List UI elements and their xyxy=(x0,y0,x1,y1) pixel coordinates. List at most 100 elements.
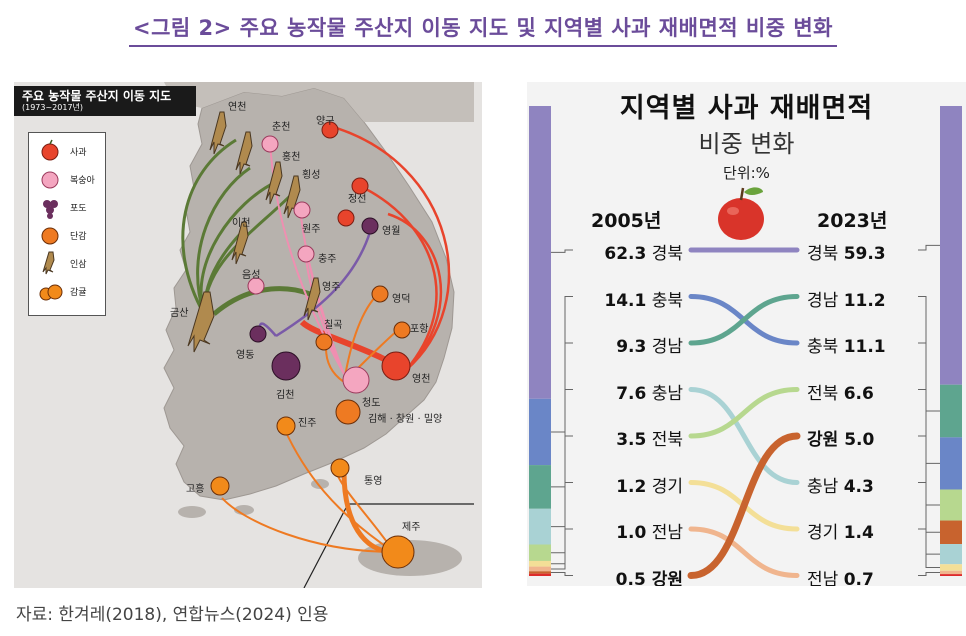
left-bar-segment-other xyxy=(529,573,551,576)
ginseng-icon xyxy=(209,111,227,155)
grape-markers xyxy=(249,217,379,381)
map-period: (1973~2017년) xyxy=(22,103,84,112)
chart-title: 지역별 사과 재배면적 xyxy=(619,93,874,124)
flow-line-경남 xyxy=(688,294,800,346)
left-row-충북: 14.1 충북 xyxy=(567,286,683,311)
place-label: 연천 xyxy=(228,102,247,113)
ginseng-arrow xyxy=(199,180,277,315)
island xyxy=(178,506,206,518)
ginseng-icon xyxy=(303,277,321,321)
left-region: 경북 xyxy=(646,244,683,264)
legend-label: 사과 xyxy=(70,148,87,158)
right-value: 4.3 xyxy=(843,476,874,497)
legend-item-grape: 포도 xyxy=(37,195,103,221)
place-label: 원주 xyxy=(302,224,321,235)
persimmon-icon xyxy=(371,285,389,303)
legend-item-ginseng: 인삼 xyxy=(37,251,103,277)
tangerine-icon xyxy=(381,535,415,569)
right-row-충남: 충남 4.3 xyxy=(807,472,874,497)
legend-label: 복숭아 xyxy=(70,176,95,186)
peach-icon xyxy=(297,245,315,263)
left-bar-segment-전북 xyxy=(529,544,551,561)
left-leader-line xyxy=(551,296,573,433)
place-label: 영천 xyxy=(412,374,431,385)
year-left-label: 2005년 xyxy=(591,210,662,232)
right-bar-segment-other xyxy=(940,574,962,576)
tangerine-markers xyxy=(210,416,415,569)
flow-line-강원 xyxy=(687,432,801,579)
apple-icon xyxy=(41,139,59,161)
place-label: 제주 xyxy=(402,522,421,533)
apple-icon xyxy=(351,177,369,195)
legend-item-peach: 복숭아 xyxy=(37,167,103,193)
right-bar-segment-충북 xyxy=(940,437,962,490)
right-row-경기: 경기 1.4 xyxy=(807,518,874,543)
right-bar-segment-경북 xyxy=(940,106,962,385)
right-row-충북: 충북 11.1 xyxy=(807,332,886,357)
legend-item-persimmon: 단감 xyxy=(37,223,103,249)
left-region: 충남 xyxy=(646,383,683,404)
grape-icon xyxy=(249,325,267,343)
peach-markers xyxy=(247,135,370,394)
left-bar-segment-충남 xyxy=(529,508,551,545)
right-leader-line xyxy=(918,389,940,506)
flow-line-전북 xyxy=(688,387,800,439)
left-leader-line xyxy=(551,482,573,565)
left-leader-line xyxy=(551,249,573,253)
left-value: 1.2 xyxy=(616,476,647,497)
place-label: 충주 xyxy=(318,254,337,265)
ginseng-icon xyxy=(265,161,283,205)
ginseng-icon xyxy=(235,131,253,175)
korea-map-graphic xyxy=(163,82,474,588)
place-label: 고흥 xyxy=(186,484,205,495)
place-label: 양구 xyxy=(316,116,335,127)
place-label: 음성 xyxy=(242,270,261,281)
left-bar-segment-충북 xyxy=(529,398,551,466)
place-label: 영주 xyxy=(322,282,341,293)
left-bar-segment-강원 xyxy=(529,571,551,574)
left-value: 9.3 xyxy=(616,337,647,357)
left-region: 강원 xyxy=(645,569,683,587)
grape-icon xyxy=(271,351,301,381)
right-bar-segment-전북 xyxy=(940,489,962,521)
apple-area-share-chart: 지역별 사과 재배면적 비중 변화 단위:% 2005년 2023년 62.3 … xyxy=(527,82,966,586)
right-leader-line xyxy=(918,296,940,412)
right-bar-segment-경남 xyxy=(940,384,962,438)
tangerine-icon xyxy=(39,284,63,301)
tangerine-arrow xyxy=(221,497,395,553)
right-region: 전남 xyxy=(807,569,844,587)
place-label: 진주 xyxy=(298,418,317,429)
left-row-경기: 1.2 경기 xyxy=(567,472,683,497)
peach-arrow xyxy=(307,257,345,375)
right-leader-line xyxy=(918,571,940,576)
apple-arrow xyxy=(387,212,443,371)
right-leader-line xyxy=(918,244,940,251)
place-label: 김천 xyxy=(276,390,295,401)
left-region: 경기 xyxy=(646,476,683,497)
place-label: 포항 xyxy=(410,324,429,335)
northern-land xyxy=(164,82,474,122)
left-region: 전남 xyxy=(646,523,683,543)
place-label: 영동 xyxy=(236,350,255,361)
place-label: 홍천 xyxy=(282,152,301,163)
place-label: 청도 xyxy=(362,398,381,409)
right-region: 충북 xyxy=(807,337,844,357)
place-label: 김해 · 창원 · 밀양 xyxy=(368,414,443,425)
figure-title: <그림 2> 주요 농작물 주산지 이동 지도 및 지역별 사과 재배면적 비중… xyxy=(0,12,966,47)
apple-icon xyxy=(321,121,339,139)
place-label: 이천 xyxy=(232,218,251,229)
peach-icon xyxy=(41,171,59,189)
left-leader-line xyxy=(551,389,573,528)
chart-unit: 단위:% xyxy=(723,164,770,182)
place-label: 금산 xyxy=(170,308,189,319)
left-leader-line xyxy=(551,528,573,570)
left-row-경북: 62.3 경북 xyxy=(567,239,683,264)
place-label: 횡성 xyxy=(302,170,321,181)
left-bar-segment-경북 xyxy=(529,106,551,399)
year-right-label: 2023년 xyxy=(817,210,888,232)
right-value: 0.7 xyxy=(843,569,874,587)
left-row-강원: 0.5 강원 xyxy=(567,565,683,587)
left-value: 0.5 xyxy=(615,569,646,587)
left-region: 충북 xyxy=(646,290,683,311)
tangerine-arrow xyxy=(283,427,395,553)
